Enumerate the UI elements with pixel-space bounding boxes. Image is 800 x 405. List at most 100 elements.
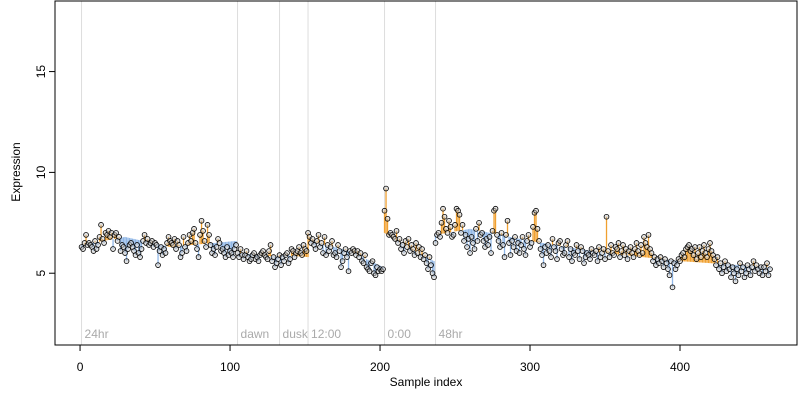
data-point: [734, 266, 740, 272]
data-point: [554, 256, 560, 262]
data-point: [315, 232, 322, 238]
data-point: [630, 254, 637, 260]
data-point: [144, 236, 151, 242]
data-point: [438, 220, 445, 226]
data-point: [101, 240, 107, 246]
data-point: [633, 240, 640, 246]
data-point: [546, 248, 553, 254]
data-point: [267, 242, 274, 248]
data-point: [446, 217, 452, 224]
data-point: [405, 236, 412, 242]
data-point: [462, 232, 469, 238]
data-point: [621, 252, 628, 258]
data-point: [759, 272, 766, 279]
data-point: [579, 248, 586, 254]
data-point: [191, 226, 197, 232]
data-point: [461, 238, 467, 244]
data-point: [638, 242, 644, 248]
data-point: [722, 258, 728, 264]
data-point: [602, 256, 608, 262]
data-point: [195, 254, 202, 260]
data-point: [327, 244, 334, 250]
data-point: [522, 252, 529, 258]
data-point: [80, 246, 86, 252]
data-point: [716, 266, 722, 272]
data-point: [666, 272, 673, 279]
data-point: [467, 250, 473, 256]
data-point: [431, 274, 437, 281]
data-point: [533, 207, 539, 214]
data-point: [641, 234, 647, 240]
data-point: [399, 242, 406, 248]
data-point: [762, 268, 769, 274]
data-point: [669, 284, 676, 291]
data-point: [333, 254, 340, 260]
data-point: [432, 240, 439, 246]
data-point: [264, 256, 271, 262]
data-point: [485, 242, 491, 248]
y-tick-label: 5: [34, 270, 48, 277]
data-point: [203, 244, 209, 250]
data-point: [425, 266, 431, 272]
data-point: [180, 234, 187, 240]
x-axis-label: Sample index: [390, 375, 463, 389]
data-point: [728, 274, 734, 281]
data-point: [122, 250, 128, 256]
data-point: [740, 264, 746, 270]
data-point: [342, 246, 349, 252]
data-point: [503, 232, 509, 238]
data-point: [299, 252, 305, 258]
data-point: [525, 232, 532, 238]
data-point: [518, 242, 524, 248]
data-point: [474, 238, 481, 244]
data-point: [396, 236, 403, 242]
data-point: [113, 230, 119, 236]
data-point: [765, 272, 772, 279]
data-point: [339, 258, 346, 264]
data-point: [606, 254, 613, 260]
data-point: [749, 264, 755, 270]
data-point: [179, 250, 185, 256]
data-point: [566, 254, 572, 260]
data-point: [512, 234, 518, 240]
data-point: [569, 258, 575, 264]
data-point: [713, 262, 719, 268]
data-point: [344, 254, 350, 260]
data-point: [701, 242, 707, 248]
marker-label: 48hr: [439, 327, 463, 341]
data-point: [624, 256, 631, 262]
data-point: [321, 234, 328, 240]
data-point: [444, 230, 451, 236]
data-point: [233, 242, 239, 248]
data-point: [336, 248, 343, 254]
data-point: [362, 252, 368, 258]
data-point: [690, 252, 697, 258]
data-point: [537, 246, 544, 252]
data-point: [603, 213, 610, 220]
data-point: [494, 232, 500, 238]
data-point: [464, 244, 470, 250]
data-point: [686, 242, 692, 248]
data-point: [468, 234, 475, 240]
x-tick-label: 300: [520, 360, 540, 374]
data-point: [767, 266, 773, 272]
data-point: [677, 258, 683, 264]
data-point: [500, 242, 506, 248]
data-point: [498, 230, 505, 236]
data-point: [663, 260, 670, 266]
data-point: [510, 244, 517, 250]
data-point: [314, 238, 320, 244]
data-point: [618, 248, 625, 254]
data-point: [743, 270, 749, 277]
data-point: [207, 242, 214, 248]
data-point: [266, 248, 272, 254]
data-point: [309, 236, 316, 242]
data-point: [296, 244, 302, 250]
data-point: [660, 264, 667, 270]
data-point: [384, 215, 391, 222]
data-point: [197, 232, 203, 238]
data-point: [714, 254, 721, 260]
data-point: [447, 224, 454, 230]
data-point: [648, 250, 655, 256]
